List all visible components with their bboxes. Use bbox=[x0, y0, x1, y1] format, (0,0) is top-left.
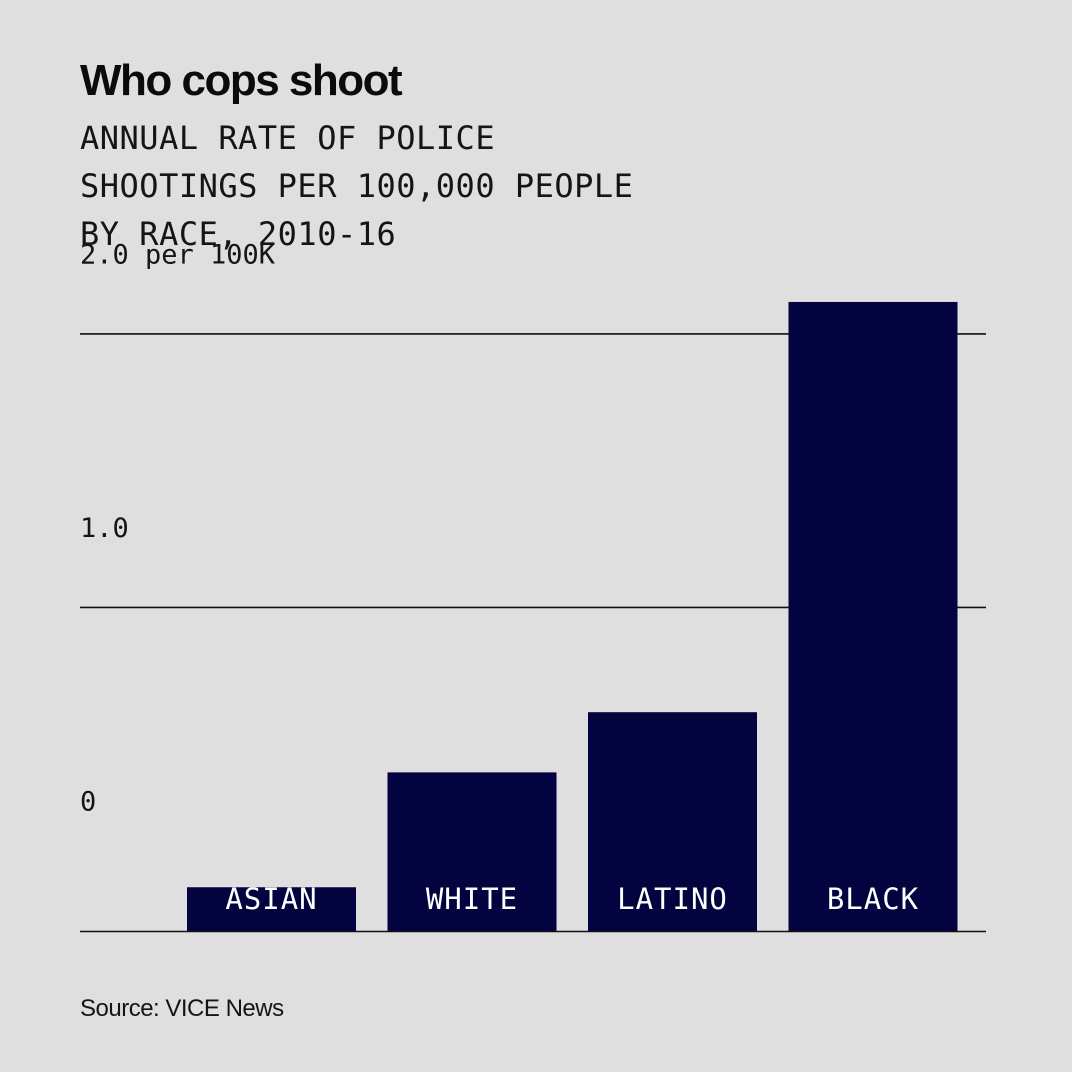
chart-subtitle: ANNUAL RATE OF POLICE SHOOTINGS PER 100,… bbox=[80, 114, 840, 258]
y-tick-label: 0 bbox=[80, 786, 96, 817]
y-tick-label: 2.0 per 100K bbox=[80, 239, 276, 270]
subtitle-line: SHOOTINGS PER 100,000 PEOPLE bbox=[80, 167, 634, 205]
bars bbox=[187, 301, 958, 931]
bar-asian bbox=[187, 887, 356, 931]
bar-label-latino: LATINO bbox=[617, 882, 728, 916]
subtitle-line: ANNUAL RATE OF POLICE bbox=[80, 119, 496, 157]
bar-labels: ASIAN WHITE LATINO BLACK bbox=[225, 882, 919, 916]
bar-label-black: BLACK bbox=[827, 882, 919, 916]
chart-title: Who cops shoot bbox=[80, 56, 403, 105]
bar-label-white: WHITE bbox=[426, 882, 518, 916]
y-axis-ticks: 2.0 per 100K 1.0 0 bbox=[80, 239, 276, 817]
source-note: Source: VICE News bbox=[80, 995, 284, 1022]
y-tick-label: 1.0 bbox=[80, 513, 129, 544]
subtitle-line: BY RACE, 2010-16 bbox=[80, 215, 397, 253]
bar-white bbox=[387, 772, 557, 931]
bar-black bbox=[788, 301, 958, 931]
bar-label-asian: ASIAN bbox=[225, 882, 317, 916]
bar-latino bbox=[588, 712, 757, 931]
